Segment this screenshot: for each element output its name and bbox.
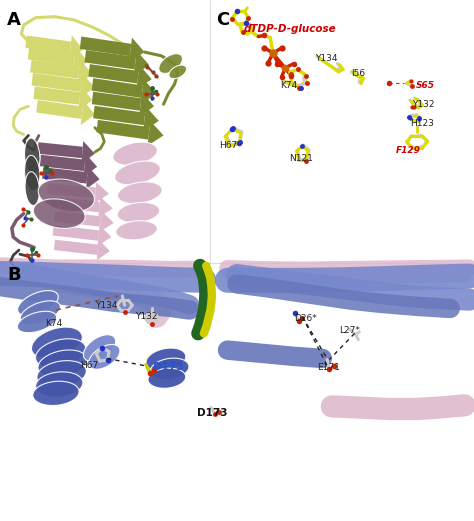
Polygon shape bbox=[92, 92, 141, 110]
Ellipse shape bbox=[37, 361, 86, 388]
Polygon shape bbox=[37, 142, 83, 158]
Text: K74: K74 bbox=[45, 318, 62, 328]
Polygon shape bbox=[91, 78, 143, 98]
Polygon shape bbox=[134, 51, 149, 76]
Polygon shape bbox=[86, 166, 100, 189]
Ellipse shape bbox=[33, 381, 79, 405]
Polygon shape bbox=[143, 106, 159, 131]
Ellipse shape bbox=[38, 179, 94, 212]
Polygon shape bbox=[139, 92, 154, 117]
Ellipse shape bbox=[148, 368, 186, 388]
Text: C: C bbox=[216, 11, 229, 30]
Ellipse shape bbox=[18, 291, 58, 316]
Text: D26*: D26* bbox=[294, 314, 317, 324]
Ellipse shape bbox=[89, 344, 120, 369]
Ellipse shape bbox=[33, 199, 85, 228]
Polygon shape bbox=[100, 211, 114, 232]
Polygon shape bbox=[51, 197, 100, 212]
Text: Y134: Y134 bbox=[315, 54, 337, 63]
Polygon shape bbox=[88, 64, 138, 83]
Ellipse shape bbox=[36, 339, 86, 368]
Ellipse shape bbox=[118, 182, 162, 204]
Ellipse shape bbox=[159, 54, 182, 73]
Polygon shape bbox=[98, 225, 111, 246]
Polygon shape bbox=[81, 101, 95, 125]
Polygon shape bbox=[99, 196, 113, 217]
Text: L27*: L27* bbox=[339, 326, 360, 336]
Polygon shape bbox=[96, 120, 150, 140]
Ellipse shape bbox=[169, 65, 187, 79]
Text: F129: F129 bbox=[395, 145, 420, 155]
Text: H67: H67 bbox=[219, 141, 237, 151]
Text: I56: I56 bbox=[351, 69, 365, 79]
Text: H67: H67 bbox=[80, 361, 98, 370]
Polygon shape bbox=[82, 141, 95, 164]
Polygon shape bbox=[27, 47, 75, 66]
Ellipse shape bbox=[20, 301, 60, 325]
Polygon shape bbox=[129, 38, 145, 63]
Text: Y132: Y132 bbox=[135, 312, 157, 321]
Polygon shape bbox=[36, 100, 83, 119]
Polygon shape bbox=[147, 121, 164, 146]
Polygon shape bbox=[97, 239, 110, 260]
Polygon shape bbox=[54, 211, 101, 227]
Polygon shape bbox=[34, 86, 80, 105]
Polygon shape bbox=[80, 36, 131, 56]
Text: B: B bbox=[7, 266, 21, 284]
Polygon shape bbox=[93, 106, 145, 125]
Ellipse shape bbox=[113, 142, 157, 165]
Polygon shape bbox=[73, 47, 88, 72]
Text: A: A bbox=[7, 11, 21, 30]
Polygon shape bbox=[69, 35, 83, 60]
Polygon shape bbox=[85, 50, 136, 69]
Polygon shape bbox=[42, 167, 88, 183]
Polygon shape bbox=[80, 73, 95, 98]
Polygon shape bbox=[83, 154, 97, 177]
Ellipse shape bbox=[31, 327, 82, 358]
Ellipse shape bbox=[150, 358, 189, 380]
Polygon shape bbox=[53, 225, 99, 241]
Ellipse shape bbox=[25, 138, 40, 175]
Polygon shape bbox=[47, 183, 96, 198]
Ellipse shape bbox=[25, 155, 40, 191]
Polygon shape bbox=[40, 155, 85, 171]
Text: D173: D173 bbox=[153, 362, 183, 372]
Polygon shape bbox=[30, 60, 80, 79]
Text: S65: S65 bbox=[416, 81, 435, 91]
Polygon shape bbox=[95, 182, 109, 203]
Polygon shape bbox=[78, 60, 92, 85]
Text: Y132: Y132 bbox=[412, 100, 435, 109]
Ellipse shape bbox=[25, 172, 39, 205]
Ellipse shape bbox=[117, 203, 160, 222]
Ellipse shape bbox=[115, 161, 160, 185]
Text: H123: H123 bbox=[410, 119, 434, 129]
Ellipse shape bbox=[146, 348, 186, 371]
Text: K74: K74 bbox=[280, 81, 297, 91]
Polygon shape bbox=[32, 73, 82, 92]
Polygon shape bbox=[54, 240, 98, 255]
Text: Y134: Y134 bbox=[95, 301, 117, 310]
Text: N121: N121 bbox=[289, 154, 313, 163]
Polygon shape bbox=[26, 35, 71, 54]
Ellipse shape bbox=[38, 350, 87, 377]
Text: dTDP-D-glucose: dTDP-D-glucose bbox=[244, 23, 337, 34]
Ellipse shape bbox=[18, 311, 56, 333]
Polygon shape bbox=[141, 79, 156, 104]
Polygon shape bbox=[78, 86, 92, 111]
Ellipse shape bbox=[116, 221, 157, 240]
Polygon shape bbox=[137, 65, 152, 90]
Text: E171: E171 bbox=[317, 363, 339, 373]
Text: D173: D173 bbox=[197, 408, 227, 418]
Ellipse shape bbox=[36, 372, 83, 397]
Ellipse shape bbox=[83, 334, 116, 362]
